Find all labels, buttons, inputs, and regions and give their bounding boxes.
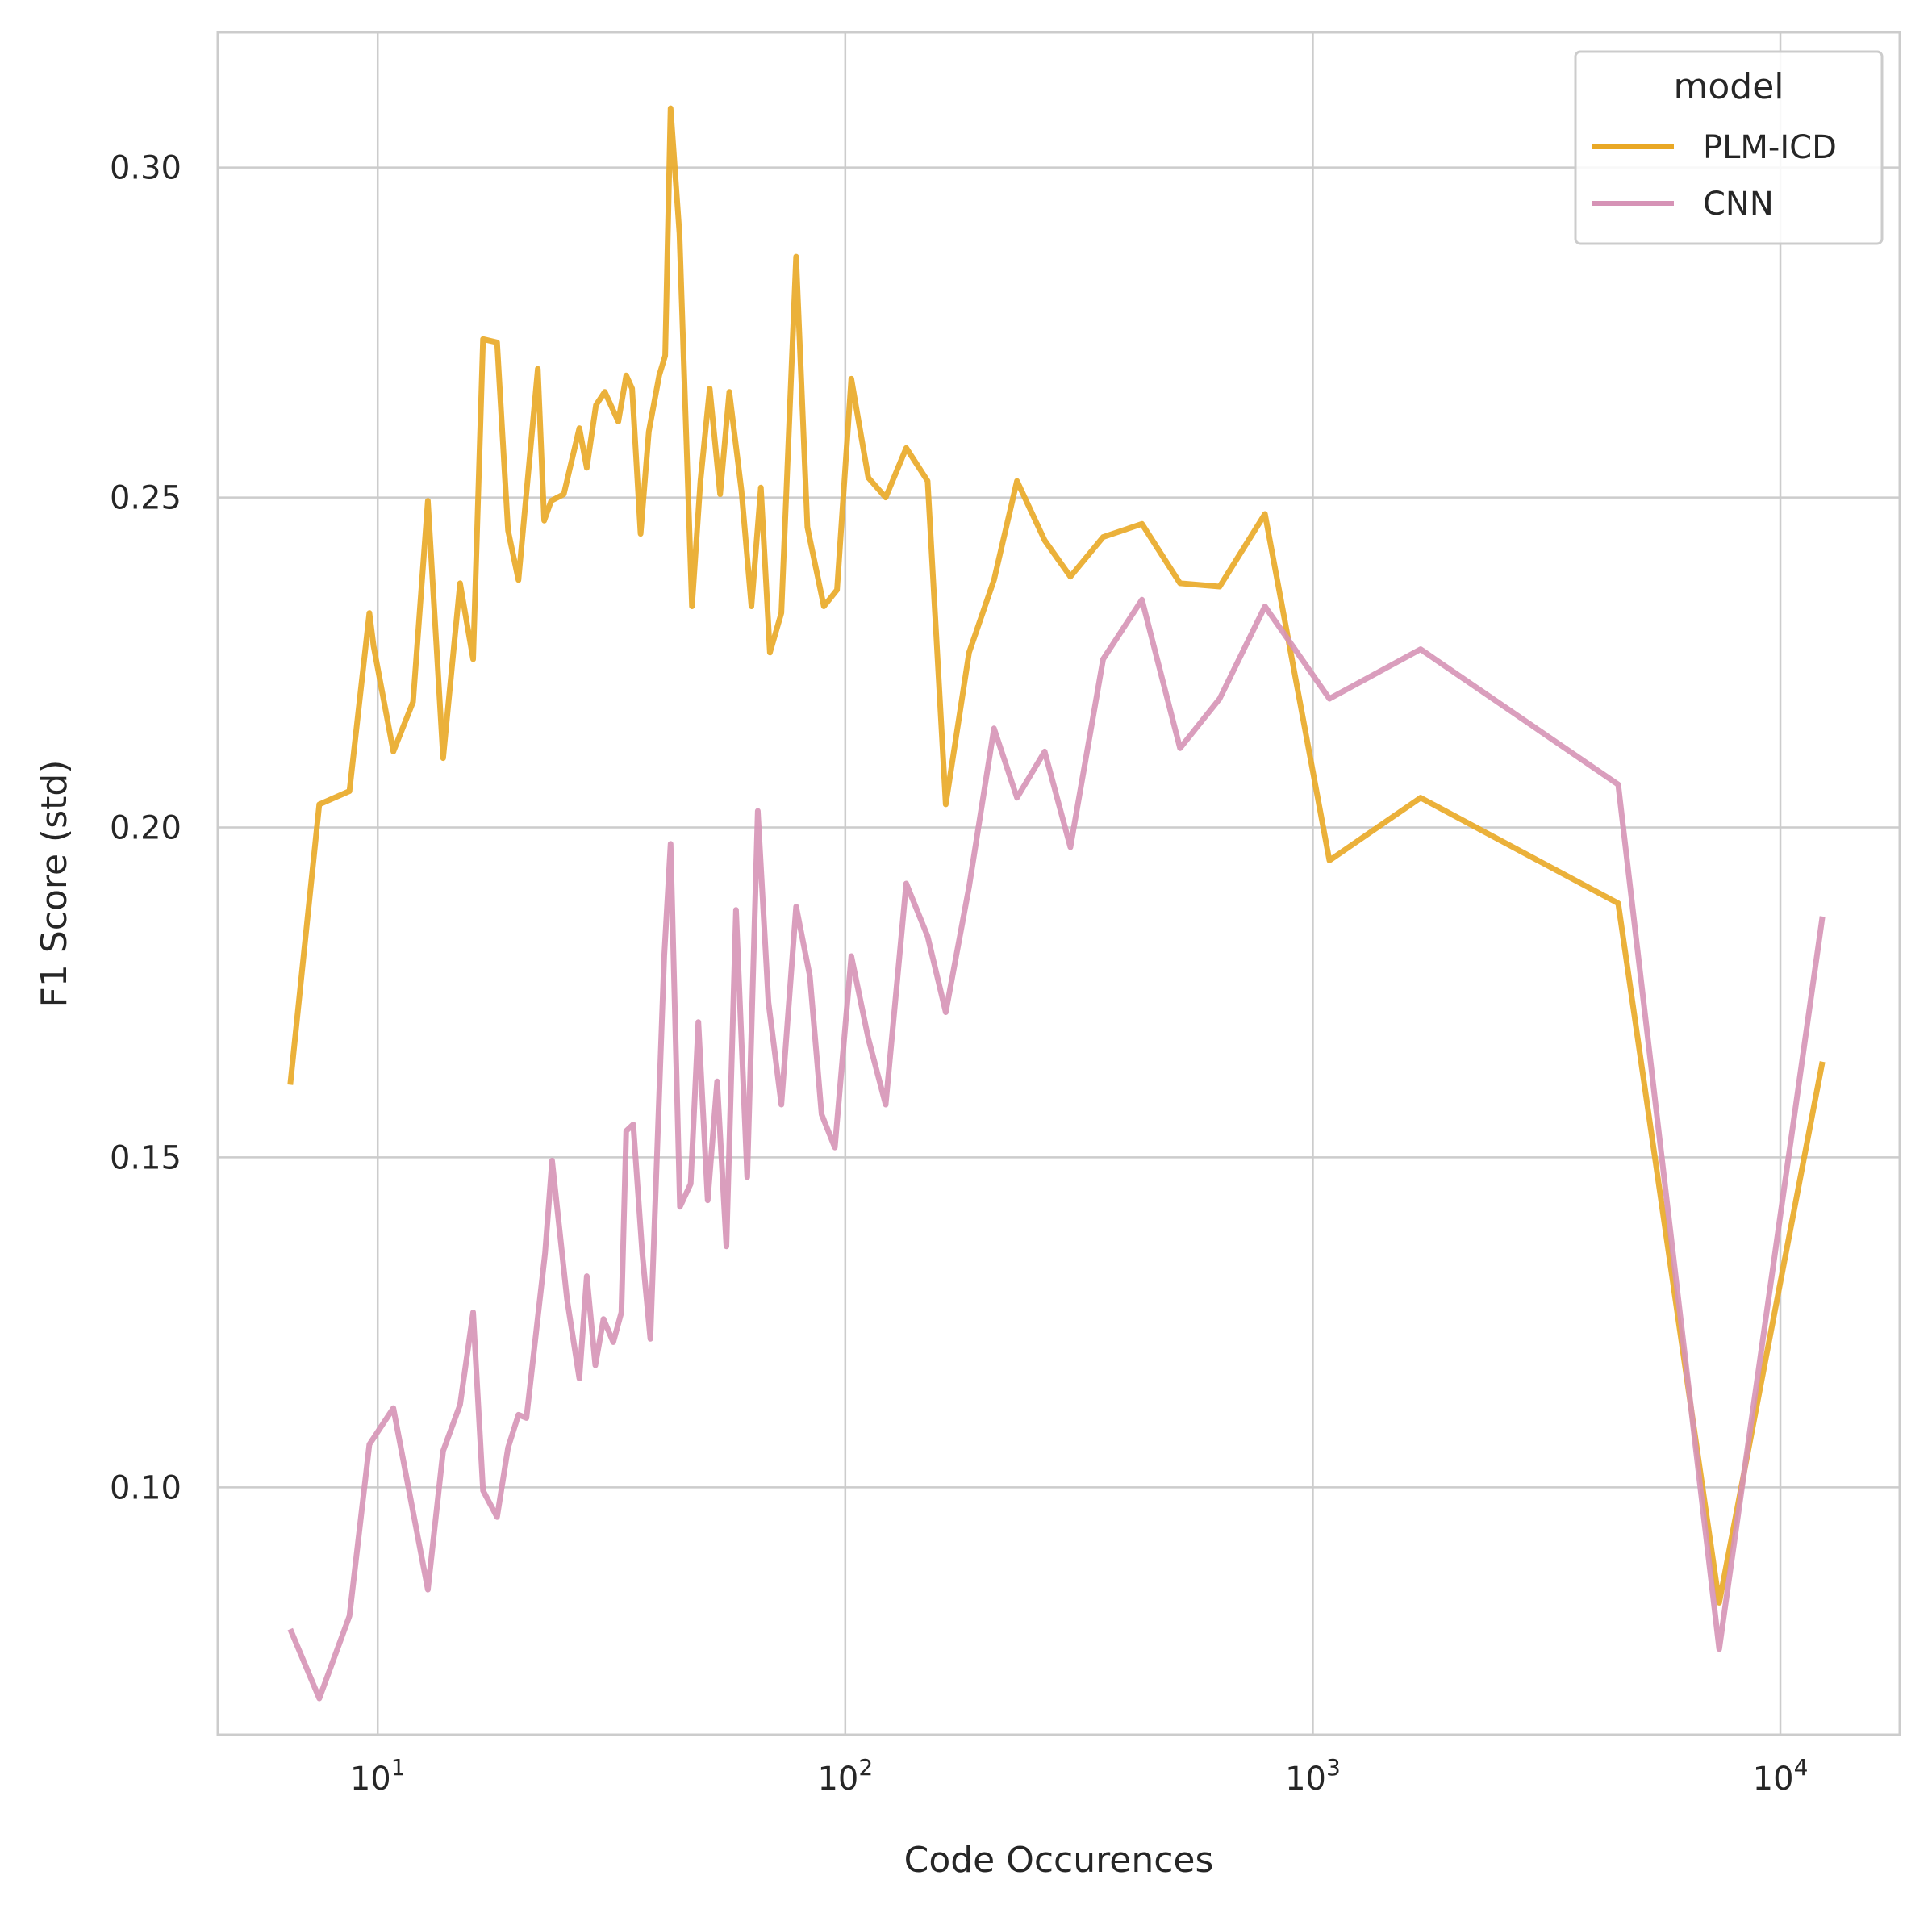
x-tick-label: 104 (1753, 1754, 1809, 1798)
y-tick-label: 0.10 (110, 1469, 182, 1506)
y-tick-label: 0.30 (110, 150, 182, 187)
legend-label: PLM-ICD (1703, 129, 1837, 166)
series-layer (287, 105, 1826, 1702)
x-tick-label: 103 (1285, 1754, 1341, 1798)
x-axis-ticks: 101 102 103 104 (350, 1754, 1809, 1798)
series-line-cnn (287, 596, 1826, 1702)
x-axis-label: Code Occurences (904, 1840, 1214, 1881)
x-tick-label: 101 (350, 1754, 406, 1798)
y-tick-label: 0.25 (110, 480, 182, 517)
series-line-plm-icd (287, 105, 1826, 1606)
y-axis-label: F1 Score (std) (34, 760, 75, 1008)
plot-area-frame (216, 31, 1901, 1736)
legend-title: model (1673, 66, 1784, 107)
legend-box (1574, 50, 1884, 245)
y-axis-ticks: 0.10 0.15 0.20 0.25 0.30 (110, 150, 182, 1507)
x-tick-label: 102 (817, 1754, 873, 1798)
gridlines (218, 32, 1900, 1735)
y-tick-label: 0.20 (110, 809, 182, 846)
legend-items: PLM-ICD CNN (1592, 129, 1837, 223)
legend-label: CNN (1703, 186, 1774, 223)
y-tick-label: 0.15 (110, 1139, 182, 1176)
legend: model PLM-ICD CNN (1574, 50, 1884, 245)
